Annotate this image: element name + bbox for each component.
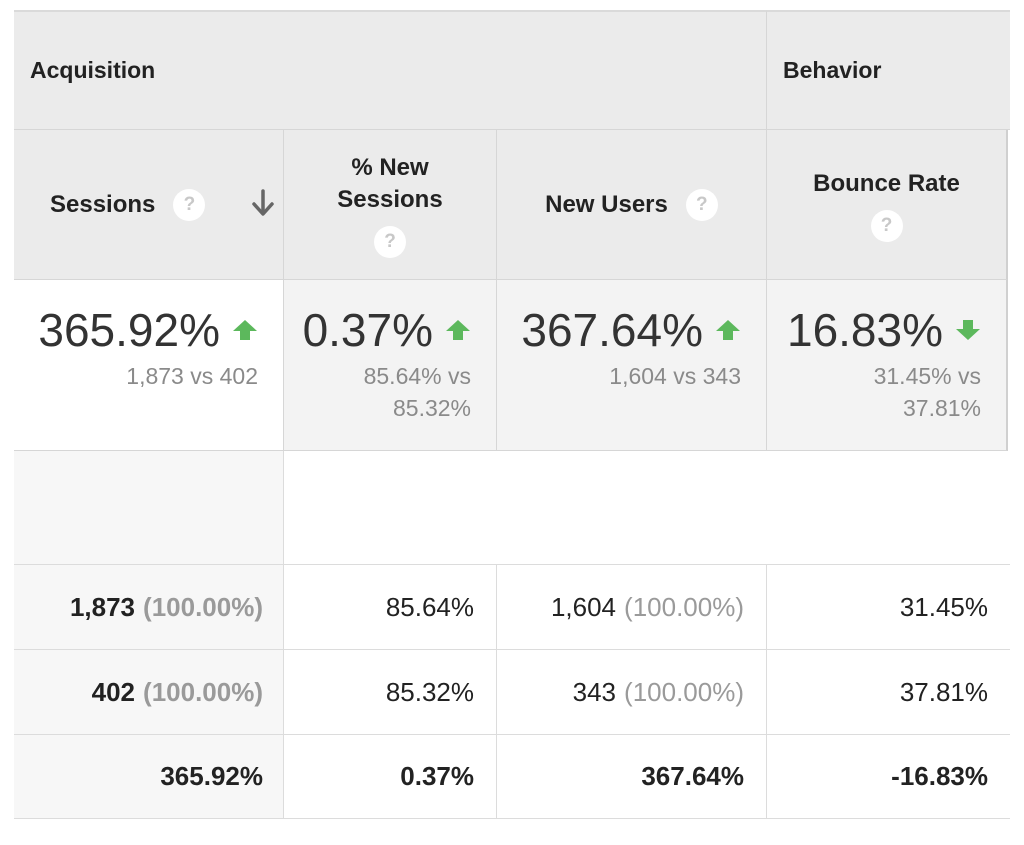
column-header-new-sessions[interactable]: % New Sessions ? [284, 130, 497, 280]
column-header-bounce-rate[interactable]: Bounce Rate ? [767, 130, 1008, 280]
new-users-value: 343 [572, 676, 617, 707]
help-icon[interactable]: ? [173, 188, 206, 221]
up-arrow-icon [446, 320, 470, 340]
up-arrow-icon [716, 320, 740, 340]
table-row-1-sessions: 1,873 (100.00%) [14, 564, 284, 649]
help-icon[interactable]: ? [374, 225, 406, 258]
change-value: 0.37% [302, 304, 433, 356]
up-arrow-icon [233, 320, 257, 340]
summary-new-users: 367.64% 1,604 vs 343 [497, 280, 767, 451]
group-acquisition-label: Acquisition [30, 57, 156, 83]
compare-line-1: 31.45% vs [873, 363, 981, 389]
new-users-change-value: 367.64% [641, 761, 744, 791]
summary-new-sessions: 0.37% 85.64% vs 85.32% [284, 280, 497, 451]
new-users-percent: (100.00%) [624, 676, 744, 707]
new-users-header-label: New Users [545, 190, 668, 218]
new-sessions-change-value: 0.37% [400, 761, 474, 791]
compare-line-1: 85.64% vs [363, 363, 471, 389]
summary-bounce-rate: 16.83% 31.45% vs 37.81% [767, 280, 1008, 451]
summary-sessions-change: 365.92% [38, 302, 258, 358]
group-header-acquisition: Acquisition [14, 10, 767, 130]
bounce-rate-change-value: -16.83% [891, 761, 988, 791]
table-row-3-sessions: 365.92% [14, 734, 284, 819]
sessions-value: 402 [91, 676, 136, 707]
sessions-change-value: 365.92% [160, 761, 263, 791]
down-arrow-icon [956, 320, 980, 340]
new-sessions-value: 85.32% [385, 676, 474, 707]
comparison-report-table: Acquisition Behavior Sessions ? % New Se… [14, 10, 1010, 819]
table-row-1-bounce-rate: 31.45% [767, 564, 1010, 649]
sessions-percent: (100.00%) [143, 676, 263, 707]
column-header-new-users[interactable]: New Users ? [497, 130, 767, 280]
table-row-2-new-sessions: 85.32% [284, 649, 497, 734]
help-icon[interactable]: ? [870, 209, 903, 242]
column-header-sessions[interactable]: Sessions ? [14, 130, 284, 280]
summary-new-sessions-compare: 85.64% vs 85.32% [331, 360, 471, 424]
change-value: 16.83% [786, 304, 943, 356]
sort-descending-icon[interactable] [250, 188, 276, 218]
table-row-2-bounce-rate: 37.81% [767, 649, 1010, 734]
sessions-header-label: Sessions [50, 190, 156, 218]
table-row-3-new-sessions: 0.37% [284, 734, 497, 819]
group-behavior-label: Behavior [783, 57, 882, 83]
change-value: 367.64% [521, 304, 703, 356]
table-row-3-new-users: 367.64% [497, 734, 767, 819]
new-sessions-header-line2: Sessions [337, 185, 443, 213]
table-spacer-right [284, 451, 1010, 564]
bounce-rate-header-label: Bounce Rate [813, 169, 960, 197]
bounce-rate-value: 37.81% [899, 676, 988, 707]
table-row-2-new-users: 343 (100.00%) [497, 649, 767, 734]
help-icon[interactable]: ? [685, 188, 718, 221]
sessions-percent: (100.00%) [143, 591, 263, 622]
summary-sessions: 365.92% 1,873 vs 402 [14, 280, 284, 451]
table-row-1-new-users: 1,604 (100.00%) [497, 564, 767, 649]
sessions-value: 1,873 [69, 591, 136, 622]
summary-new-users-change: 367.64% [521, 302, 741, 358]
summary-bounce-rate-change: 16.83% [787, 302, 981, 358]
summary-bounce-rate-compare: 31.45% vs 37.81% [841, 360, 981, 424]
new-users-percent: (100.00%) [624, 591, 744, 622]
table-row-1-new-sessions: 85.64% [284, 564, 497, 649]
summary-new-sessions-change: 0.37% [303, 302, 471, 358]
table-row-2-sessions: 402 (100.00%) [14, 649, 284, 734]
table-spacer-left [14, 451, 284, 564]
compare-line-2: 37.81% [902, 395, 981, 421]
table-row-3-bounce-rate: -16.83% [767, 734, 1010, 819]
summary-new-users-compare: 1,604 vs 343 [609, 363, 741, 389]
new-sessions-header-line1: % New [351, 153, 429, 181]
summary-sessions-compare: 1,873 vs 402 [126, 363, 258, 389]
bounce-rate-value: 31.45% [899, 591, 988, 622]
change-value: 365.92% [38, 304, 220, 356]
group-header-behavior: Behavior [767, 10, 1010, 130]
new-users-value: 1,604 [550, 591, 617, 622]
compare-line-2: 85.32% [392, 395, 471, 421]
new-sessions-value: 85.64% [385, 591, 474, 622]
